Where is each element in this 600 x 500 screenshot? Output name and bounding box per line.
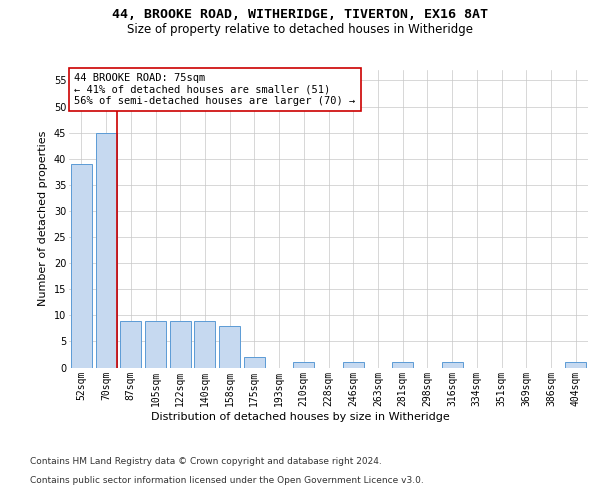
Bar — [565, 362, 586, 368]
Bar — [71, 164, 92, 368]
Bar — [293, 362, 314, 368]
Text: Contains public sector information licensed under the Open Government Licence v3: Contains public sector information licen… — [30, 476, 424, 485]
Y-axis label: Number of detached properties: Number of detached properties — [38, 131, 48, 306]
Bar — [244, 357, 265, 368]
Bar — [219, 326, 240, 368]
Bar — [170, 320, 191, 368]
Bar — [145, 320, 166, 368]
Text: Distribution of detached houses by size in Witheridge: Distribution of detached houses by size … — [151, 412, 449, 422]
Text: Size of property relative to detached houses in Witheridge: Size of property relative to detached ho… — [127, 22, 473, 36]
Text: 44 BROOKE ROAD: 75sqm
← 41% of detached houses are smaller (51)
56% of semi-deta: 44 BROOKE ROAD: 75sqm ← 41% of detached … — [74, 73, 355, 106]
Bar — [392, 362, 413, 368]
Bar — [95, 132, 116, 368]
Bar — [120, 320, 141, 368]
Bar — [343, 362, 364, 368]
Bar — [442, 362, 463, 368]
Bar — [194, 320, 215, 368]
Text: 44, BROOKE ROAD, WITHERIDGE, TIVERTON, EX16 8AT: 44, BROOKE ROAD, WITHERIDGE, TIVERTON, E… — [112, 8, 488, 20]
Text: Contains HM Land Registry data © Crown copyright and database right 2024.: Contains HM Land Registry data © Crown c… — [30, 458, 382, 466]
